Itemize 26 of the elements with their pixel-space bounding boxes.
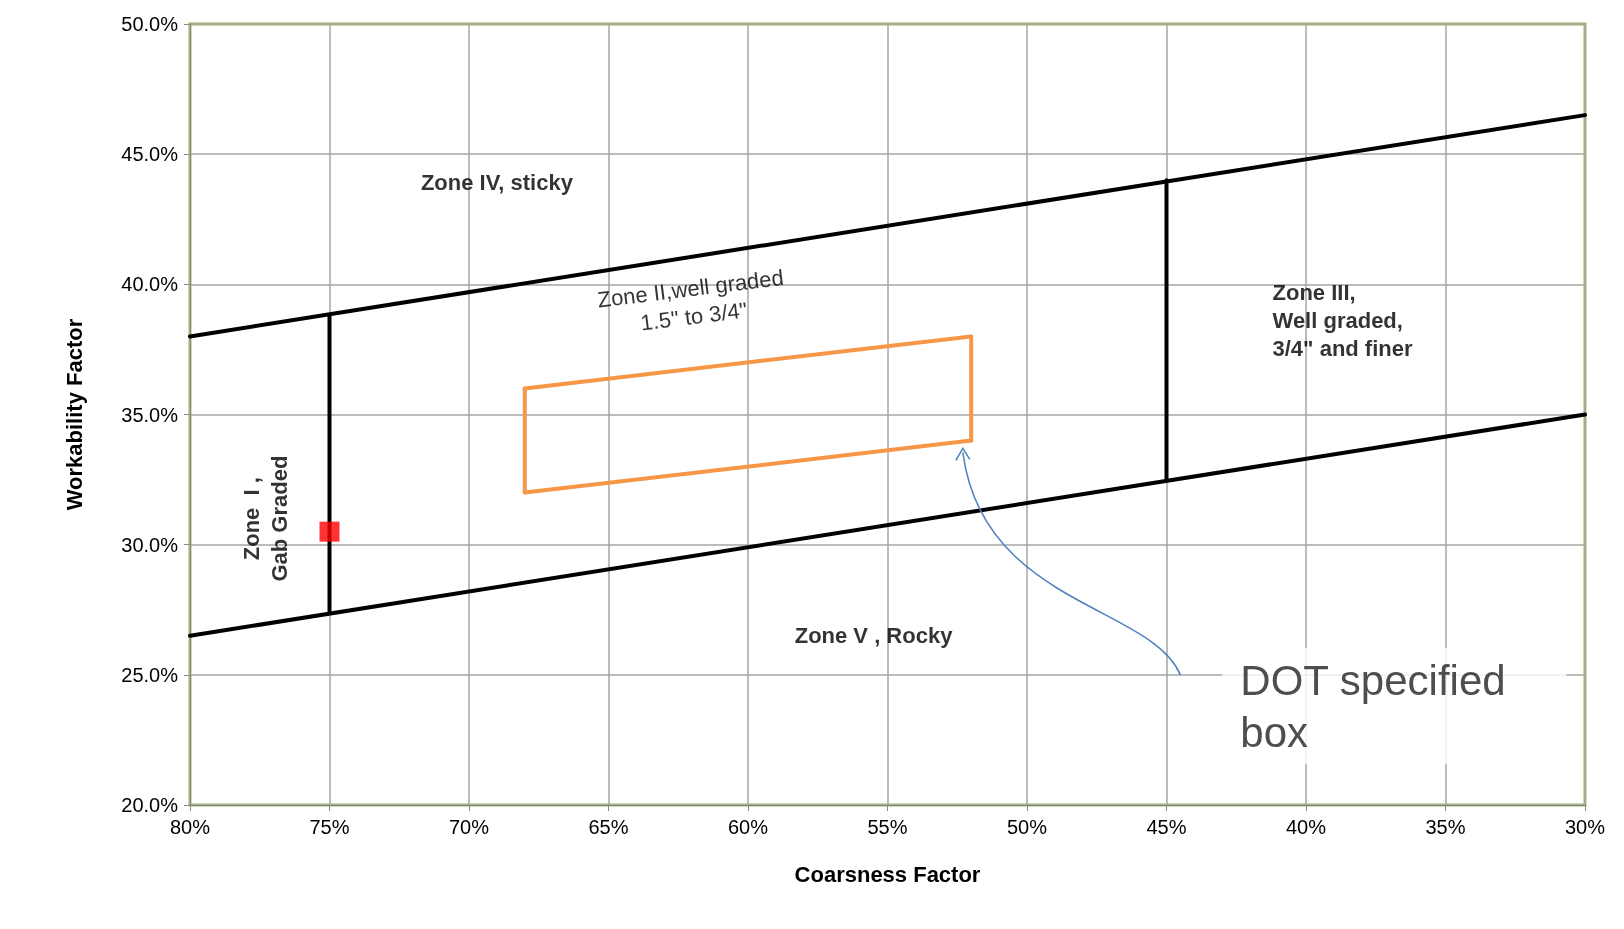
x-tick-label: 35% [1425,816,1466,838]
x-tick-label: 70% [448,816,490,838]
annotation: Zone V , Rocky [794,623,954,649]
x-tick-label: 60% [727,816,769,838]
x-tick-label: 40% [1285,816,1327,838]
x-tick-label: 80% [169,816,211,838]
annotation: Zone IV, sticky [420,170,574,196]
annotation: Zone III, Well graded, 3/4" and finer [1272,280,1413,362]
x-tick-label: 30% [1564,816,1606,838]
x-axis-title: Coarsness Factor [794,861,981,887]
x-tick-label: 65% [588,816,629,838]
y-tick-label: 25.0% [121,663,179,686]
annotation: DOT specified box [1240,656,1506,756]
x-tick-label: 45% [1146,816,1187,838]
y-axis-title: Workability Factor [61,318,87,511]
x-tick-label: 55% [867,816,908,838]
y-tick-label: 20.0% [121,794,179,816]
y-tick-label: 50.0% [121,13,179,35]
annotation: Zone I , Gab Graded [238,455,292,582]
annotation: Zone II,well graded 1.5" to 3/4" [596,264,785,336]
x-tick-label: 50% [1006,816,1048,838]
y-tick-label: 30.0% [121,533,179,556]
y-tick-label: 45.0% [121,143,179,166]
x-tick-label: 75% [309,816,350,838]
y-tick-label: 40.0% [121,273,179,296]
y-tick-label: 35.0% [121,403,179,426]
